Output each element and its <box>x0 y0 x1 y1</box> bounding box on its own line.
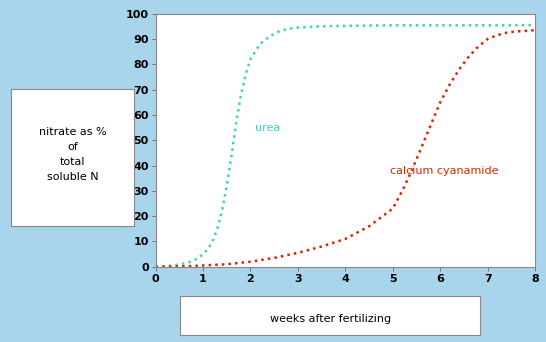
Text: weeks after fertilizing: weeks after fertilizing <box>270 314 391 324</box>
Text: urea: urea <box>255 123 281 133</box>
Text: calcium cyanamide: calcium cyanamide <box>390 166 499 176</box>
Text: nitrate as %
of
total
soluble N: nitrate as % of total soluble N <box>39 127 106 182</box>
